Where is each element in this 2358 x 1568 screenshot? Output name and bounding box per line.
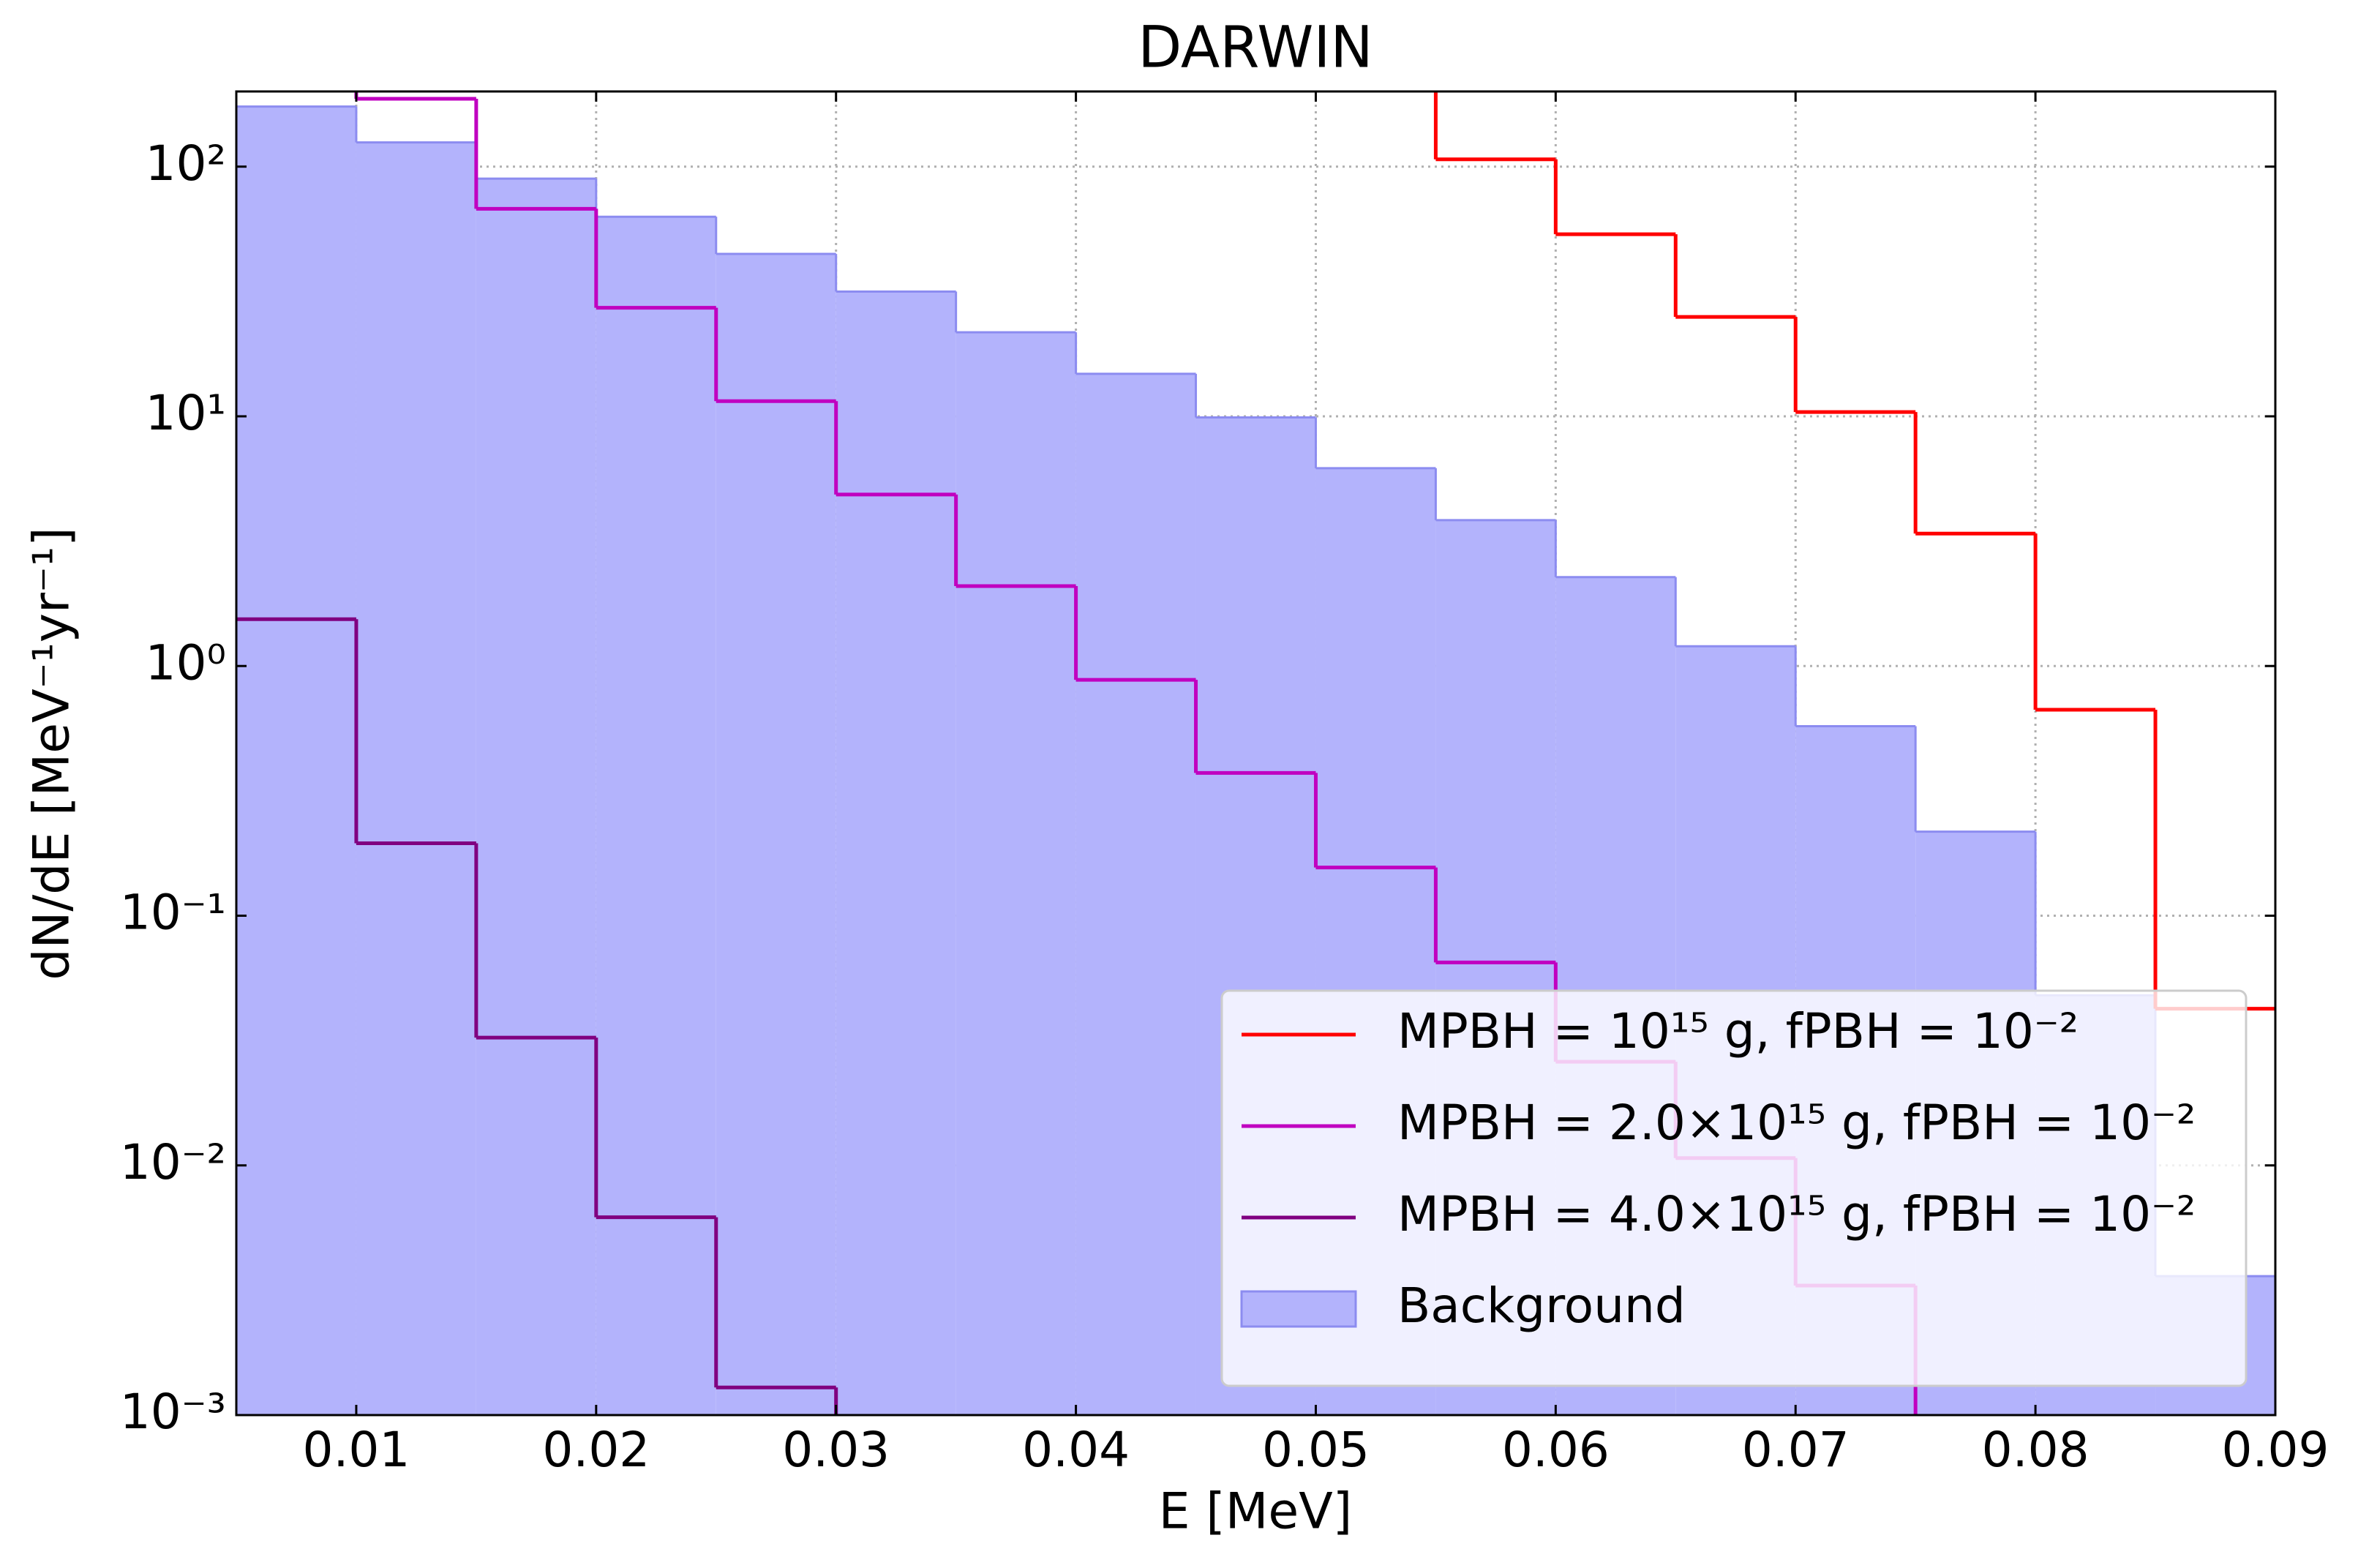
x-tick-label: 0.01 (302, 1422, 410, 1478)
chart-title: DARWIN (1138, 15, 1373, 80)
y-tick-label: 10⁻³ (120, 1384, 226, 1440)
legend-box (1220, 989, 2248, 1387)
histogram-bar (236, 106, 356, 1415)
x-tick-label: 0.07 (1742, 1422, 1850, 1478)
x-tick-label: 0.05 (1262, 1422, 1370, 1478)
x-tick-label: 0.09 (2222, 1422, 2329, 1478)
legend: MPBH = 10¹⁵ g, fPBH = 10⁻² MPBH = 2.0×10¹… (1220, 989, 2248, 1387)
y-tick-label: 10⁰ (146, 634, 226, 691)
y-tick-label: 10² (146, 135, 226, 192)
histogram-bar (836, 291, 956, 1415)
x-axis-label: E [MeV] (1159, 1483, 1353, 1541)
y-tick-label: 10⁻² (120, 1134, 226, 1190)
histogram-bar (1075, 373, 1196, 1415)
x-tick-label: 0.08 (1982, 1422, 2089, 1478)
x-tick-label: 0.03 (782, 1422, 890, 1478)
x-tick-label: 0.06 (1502, 1422, 1610, 1478)
axes: 0.01 0.02 0.03 0.04 0.05 0.06 0.07 0.08 0.09 10⁻³… (120, 90, 2329, 1478)
x-tick-label: 0.02 (542, 1422, 650, 1478)
histogram-bar (476, 179, 596, 1415)
y-tick-label: 10⁻¹ (120, 885, 226, 941)
legend-label: Background (1397, 1278, 1686, 1334)
histogram-bar (716, 254, 836, 1415)
y-axis-label: dN/dE [MeV⁻¹yr⁻¹] (23, 527, 81, 980)
histogram-bar (596, 217, 716, 1415)
y-tick-label: 10¹ (146, 385, 226, 441)
histogram-bar (356, 142, 476, 1415)
histogram-bar (955, 332, 1076, 1415)
legend-label: MPBH = 4.0×10¹⁵ g, fPBH = 10⁻² (1397, 1186, 2196, 1242)
legend-label: MPBH = 10¹⁵ g, fPBH = 10⁻² (1397, 1003, 2079, 1059)
legend-label: MPBH = 2.0×10¹⁵ g, fPBH = 10⁻² (1397, 1095, 2196, 1151)
x-tick-label: 0.04 (1022, 1422, 1130, 1478)
legend-swatch (1240, 1290, 1357, 1328)
plot-frame (235, 90, 2277, 1417)
